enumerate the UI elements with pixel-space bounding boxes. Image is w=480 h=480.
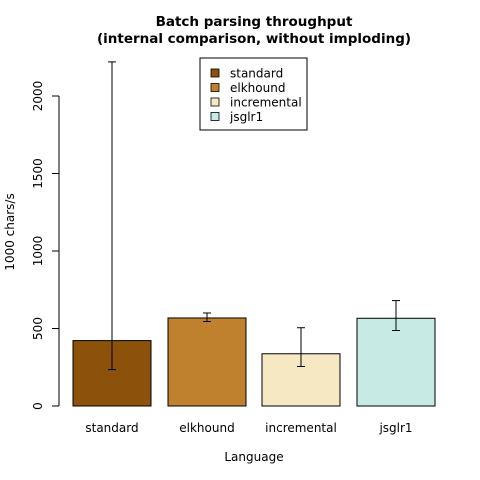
- legend-swatch-elkhound: [210, 83, 220, 92]
- category-label-jsglr1: jsglr1: [378, 421, 412, 435]
- legend-label-standard: standard: [230, 67, 283, 81]
- error-bars: [108, 61, 400, 371]
- bars: [72, 317, 436, 407]
- chart-title: Batch parsing throughput: [156, 14, 353, 30]
- y-axis: 0 500 1000 1500 2000: [31, 81, 60, 410]
- category-label-standard: standard: [85, 421, 138, 435]
- legend-label-jsglr1: jsglr1: [229, 110, 263, 124]
- y-tick-label: 500: [31, 317, 45, 340]
- y-tick-label: 1000: [31, 236, 45, 267]
- chart-subtitle: (internal comparison, without imploding): [97, 31, 411, 47]
- bar-elkhound: [167, 317, 247, 407]
- category-labels: standard elkhound incremental jsglr1: [85, 421, 412, 435]
- category-label-incremental: incremental: [265, 421, 337, 435]
- bar-jsglr1: [356, 317, 436, 407]
- y-tick-label: 2000: [31, 81, 45, 112]
- category-label-elkhound: elkhound: [179, 421, 234, 435]
- y-tick-label: 1500: [31, 158, 45, 189]
- error-bar-standard: [108, 61, 116, 371]
- legend-label-elkhound: elkhound: [230, 81, 285, 95]
- error-bar-jsglr1: [392, 300, 400, 332]
- error-bar-incremental: [297, 327, 305, 367]
- x-axis-label: Language: [224, 450, 283, 464]
- legend-swatch-standard: [210, 68, 220, 78]
- y-tick-label: 0: [31, 402, 45, 410]
- legend-swatch-incremental: [210, 97, 220, 107]
- y-axis-label: 1000 chars/s: [3, 193, 17, 270]
- legend-label-incremental: incremental: [230, 96, 302, 110]
- error-bar-elkhound: [203, 312, 211, 323]
- legend-swatch-jsglr1: [210, 112, 220, 121]
